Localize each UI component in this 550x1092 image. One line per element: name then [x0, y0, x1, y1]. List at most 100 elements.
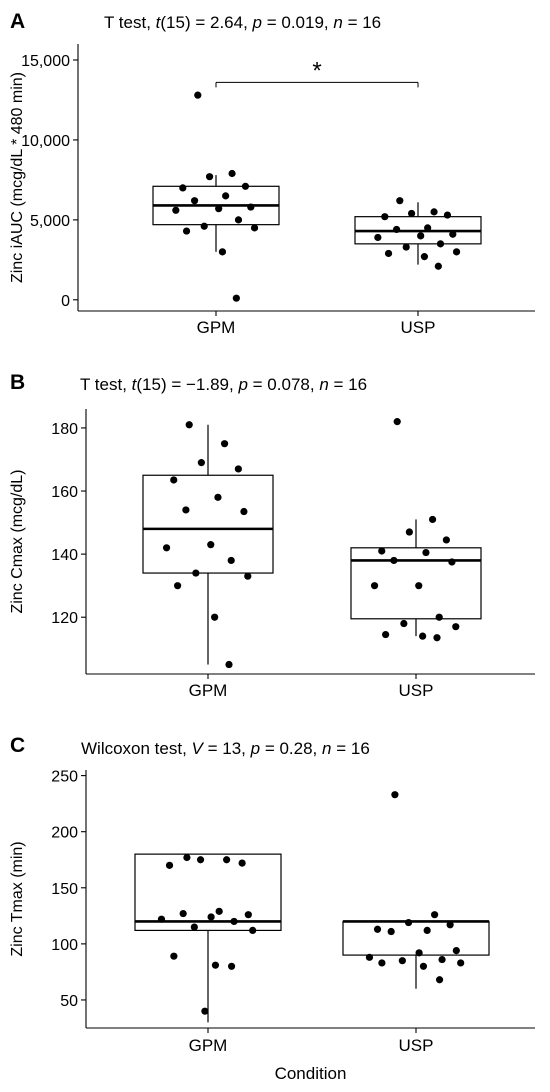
panel-b-point-usp — [390, 556, 398, 565]
panel-a-point-usp — [392, 225, 401, 234]
panel-c-y-tick-label: 50 — [60, 993, 78, 1010]
panel-c-point-gpm — [215, 907, 223, 915]
panel-c-y-tick-label: 100 — [51, 937, 78, 954]
panel-b-point-gpm — [192, 569, 200, 577]
panel-b-point-usp — [442, 536, 450, 544]
panel-a-point-usp — [417, 232, 425, 240]
panel-b-x-tick-label-gpm: GPM — [189, 681, 228, 700]
panel-c-y-tick-label: 150 — [51, 881, 78, 898]
panel-c-point-usp — [398, 957, 406, 965]
panel-a-point-gpm — [228, 169, 236, 178]
panel-a-title-part: t — [156, 13, 162, 32]
panel-a-point-usp — [452, 248, 461, 256]
panel-c-point-usp — [435, 976, 444, 984]
panel-c-point-usp — [378, 959, 386, 967]
panel-c-point-usp — [457, 959, 465, 967]
panel-c-point-gpm — [211, 961, 220, 969]
panel-c-point-usp — [387, 927, 395, 936]
panel-b-title-part: t — [132, 375, 138, 394]
panel-c-title-part: = 13, — [203, 739, 251, 758]
panel-b-point-usp — [400, 619, 408, 628]
panel-c-title-part: Wilcoxon test, — [81, 739, 192, 758]
panel-a-point-usp — [396, 197, 404, 205]
panel-c-title-part: = 16 — [331, 739, 369, 758]
panel-b-point-usp — [452, 623, 460, 631]
panel-b-point-usp — [422, 548, 430, 557]
panel-c-point-gpm — [207, 913, 215, 921]
panel-c-point-gpm — [179, 909, 187, 918]
panel-c-box-gpm — [134, 853, 282, 932]
panel-b-point-gpm — [170, 476, 178, 484]
panel-b-point-gpm — [240, 507, 248, 516]
panel-c-point-usp — [365, 953, 374, 961]
panel-b-y-tick-label: 140 — [51, 547, 78, 564]
panel-a-point-usp — [430, 208, 438, 216]
panel-c-point-gpm — [157, 915, 166, 923]
panel-c-title-part: V — [192, 739, 205, 758]
panel-a-point-gpm — [234, 216, 243, 224]
panel-b-point-usp — [405, 528, 413, 536]
panel-b-box-usp — [350, 547, 482, 620]
panel-c-point-gpm — [170, 952, 178, 960]
panel-a-y-tick-label: 10,000 — [21, 133, 70, 150]
panel-c-point-gpm — [183, 853, 191, 862]
panel-c-chart: C Wilcoxon test, V = 13, p = 0.28, n = 16… — [9, 734, 535, 1083]
panel-b-point-gpm — [207, 541, 215, 549]
panel-a-point-usp — [449, 230, 457, 238]
panel-b-point-gpm — [162, 544, 171, 552]
panel-c-point-gpm — [223, 856, 231, 864]
panel-c-point-usp — [431, 911, 439, 919]
panel-c-point-usp — [438, 955, 446, 964]
panel-a-point-gpm — [222, 192, 230, 200]
panel-c-title-part: = 0.28, — [260, 739, 322, 758]
panel-a-point-usp — [434, 262, 442, 270]
panel-c-letter: C — [10, 734, 25, 757]
panel-c-point-gpm — [227, 962, 236, 970]
panel-b-title: T test, t(15) = −1.89, p = 0.078, n = 16 — [80, 375, 367, 394]
panel-a-point-usp — [436, 240, 445, 248]
panel-a-title-part: T test, — [104, 13, 156, 32]
panel-a-title-part: n — [333, 13, 342, 32]
panel-b-point-usp — [393, 418, 401, 426]
panel-a-letter: A — [10, 10, 25, 33]
panel-a-title-part: (15) = 2.64, — [160, 13, 252, 32]
panel-c-point-gpm — [230, 917, 238, 926]
panel-a-point-usp — [374, 233, 382, 242]
panel-b-point-usp — [428, 515, 437, 524]
panel-a-point-gpm — [232, 294, 240, 302]
panel-b-title-part: n — [319, 375, 328, 394]
panel-a-point-gpm — [241, 182, 250, 190]
panel-c-point-usp — [446, 921, 454, 929]
panel-c-point-usp — [419, 962, 428, 970]
panel-a-point-gpm — [200, 222, 208, 230]
panel-b-title-part: = 0.078, — [248, 375, 319, 394]
panel-b-title-part: p — [237, 375, 247, 394]
panel-c-point-gpm — [249, 926, 257, 935]
panel-b-title-part: = 16 — [329, 375, 367, 394]
panel-a-point-usp — [443, 211, 452, 219]
panel-a-point-gpm — [218, 248, 227, 256]
panel-a-y-tick-label: 0 — [61, 293, 70, 310]
panel-b-letter: B — [10, 371, 25, 394]
panel-a-point-gpm — [190, 197, 199, 205]
panel-b-chart: B T test, t(15) = −1.89, p = 0.078, n = 1… — [9, 371, 535, 700]
panel-a-point-gpm — [250, 224, 259, 232]
panel-b-point-usp — [435, 613, 443, 621]
panel-a-point-usp — [384, 249, 393, 258]
panel-b-y-tick-label: 160 — [51, 484, 78, 501]
panel-c-x-tick-label-usp: USP — [399, 1036, 434, 1055]
panel-c-point-gpm — [165, 861, 174, 869]
panel-c-point-gpm — [201, 1007, 209, 1015]
panel-c-y-tick-label: 200 — [51, 825, 78, 842]
panel-b-point-gpm — [244, 572, 252, 580]
panel-a-point-gpm — [215, 205, 223, 213]
panel-b-y-axis-label: Zinc Cmax (mcg/dL) — [9, 469, 26, 613]
panel-b-point-gpm — [225, 660, 233, 669]
panel-a-point-gpm — [182, 227, 191, 235]
panel-a-x-tick-label-gpm: GPM — [197, 318, 236, 337]
panel-c-title-part: p — [250, 739, 260, 758]
panel-b-point-usp — [370, 582, 379, 590]
panel-b-title-part: (15) = −1.89, — [136, 375, 238, 394]
panel-a-point-usp — [381, 213, 389, 221]
panel-c-title: Wilcoxon test, V = 13, p = 0.28, n = 16 — [81, 739, 370, 758]
